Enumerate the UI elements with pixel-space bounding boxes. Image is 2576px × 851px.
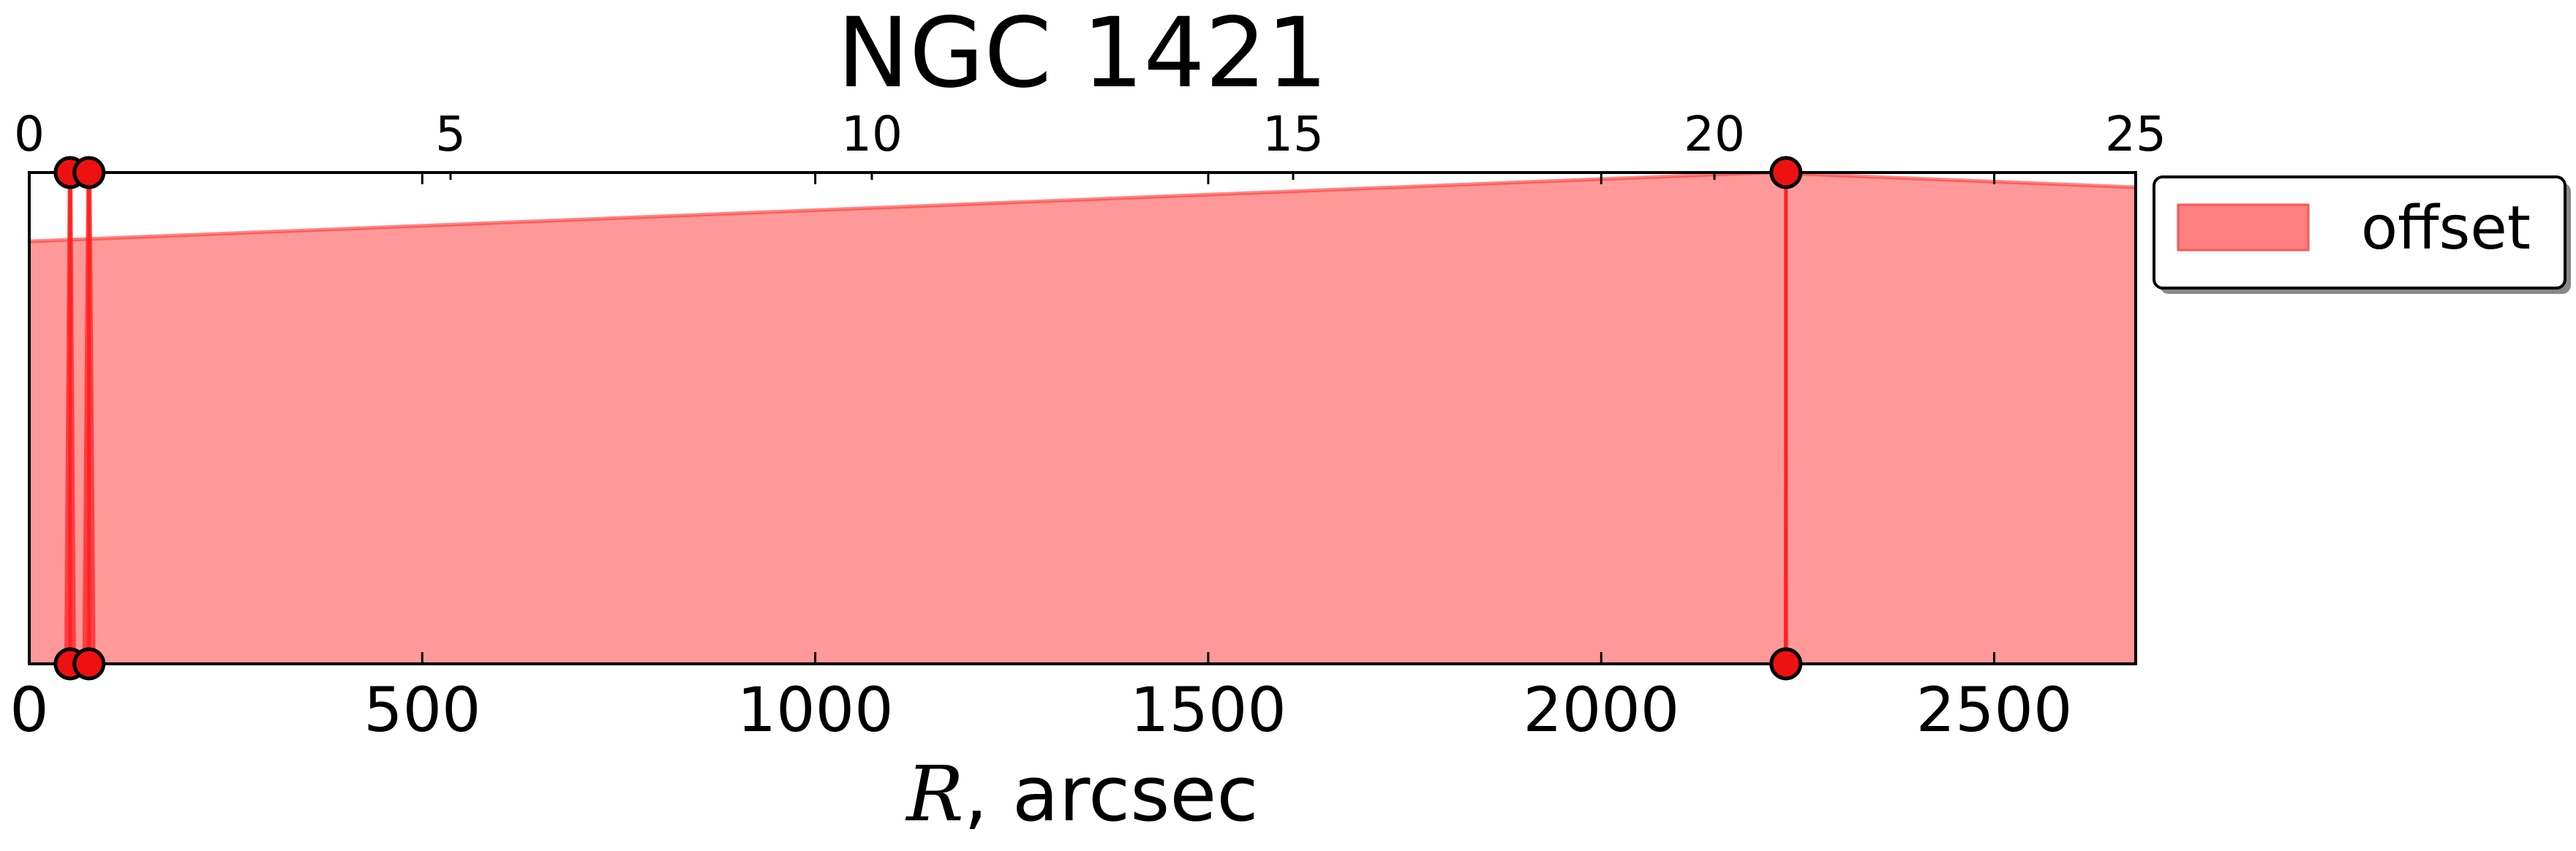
marker-layer <box>53 156 1803 681</box>
marker-5 <box>1769 647 1803 681</box>
x-tick-label-3: 1500 <box>1130 674 1287 746</box>
plot-frame <box>28 171 2137 665</box>
x-axis-label: R, arcsec <box>905 749 1258 839</box>
area-layer <box>29 173 2136 664</box>
x2-tick-label-4: 20 <box>1684 106 1745 162</box>
x-axis-label-unit: , arcsec <box>964 749 1259 839</box>
x-tick-label-1: 500 <box>364 674 481 746</box>
marker-1 <box>72 156 106 189</box>
x2-tick-label-1: 5 <box>435 106 466 162</box>
x2-tick-label-2: 10 <box>841 106 903 162</box>
legend-label-offset: offset <box>2361 194 2531 263</box>
legend: offset <box>2153 175 2566 290</box>
spike-layer <box>64 173 1788 664</box>
x-tick-label-2: 1000 <box>737 674 894 746</box>
chart-title: NGC 1421 <box>837 0 1327 110</box>
marker-4 <box>72 647 106 681</box>
x-axis-label-variable: R <box>905 749 963 839</box>
x2-tick-label-5: 25 <box>2105 106 2166 162</box>
series-line-0 <box>29 173 2136 243</box>
series-area-0 <box>29 173 2136 664</box>
x2-tick-label-3: 15 <box>1262 106 1324 162</box>
x-axis-top: 0 5 10 15 20 25 <box>14 106 2166 180</box>
x-tick-label-0: 0 <box>10 674 48 746</box>
x-tick-label-5: 2500 <box>1916 674 2073 746</box>
x2-tick-label-0: 0 <box>14 106 45 162</box>
x-axis-bottom: 0 500 1000 1500 2000 2500 <box>10 173 2072 746</box>
marker-2 <box>1769 156 1803 189</box>
x-tick-label-4: 2000 <box>1523 674 1679 746</box>
legend-patch-offset <box>2177 203 2310 251</box>
